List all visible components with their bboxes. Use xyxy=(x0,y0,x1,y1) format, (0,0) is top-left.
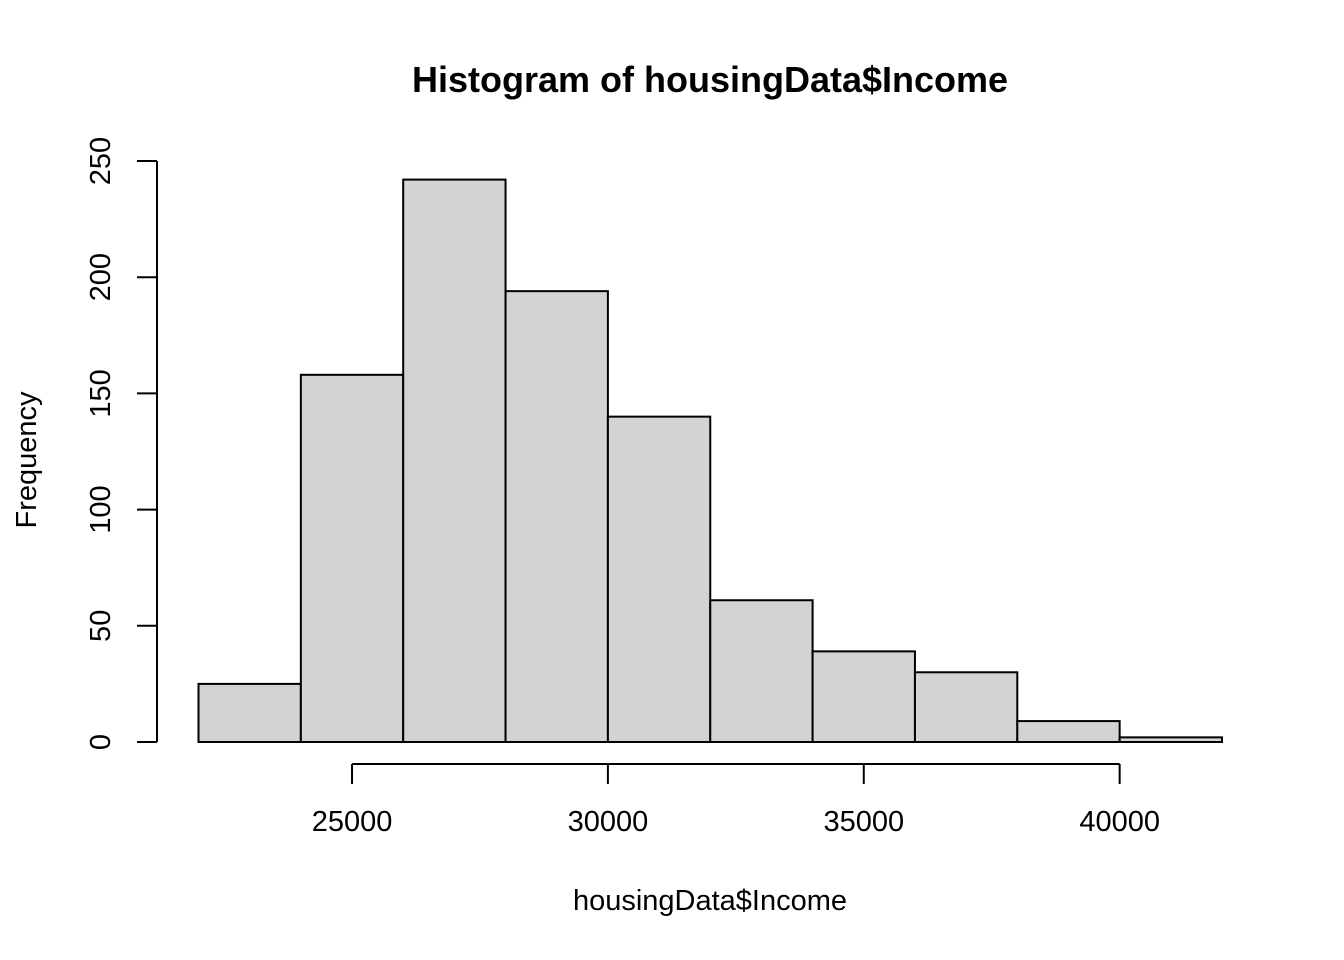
y-tick-label: 0 xyxy=(85,734,117,750)
y-tick-label: 250 xyxy=(85,137,117,185)
histogram-bar-4 xyxy=(606,415,712,743)
y-tick-label: 50 xyxy=(85,610,117,642)
histogram-bar-8 xyxy=(1016,720,1121,743)
histogram-bar-6 xyxy=(811,650,916,744)
chart-title: Histogram of housingData$Income xyxy=(412,59,1008,100)
y-tick-label: 150 xyxy=(85,369,117,417)
histogram-bar-7 xyxy=(913,671,1019,744)
histogram-bar-1 xyxy=(299,373,405,743)
x-tick-label: 35000 xyxy=(823,806,904,838)
y-axis-label: Frequency xyxy=(11,391,43,529)
histogram-bars xyxy=(197,178,1224,744)
y-tick-label: 100 xyxy=(85,485,117,533)
y-axis: 0 50 100 150 200 250 xyxy=(85,137,158,750)
histogram-bar-0 xyxy=(197,682,302,744)
histogram-bar-9 xyxy=(1118,736,1224,743)
histogram-bar-2 xyxy=(402,178,507,744)
x-tick-label: 25000 xyxy=(312,806,393,838)
x-tick-label: 40000 xyxy=(1079,806,1160,838)
histogram-bar-5 xyxy=(709,599,814,744)
y-tick-label: 200 xyxy=(85,253,117,301)
histogram-bar-3 xyxy=(504,290,609,743)
x-axis: 25000 30000 35000 40000 xyxy=(312,763,1160,838)
x-tick-label: 30000 xyxy=(568,806,649,838)
x-axis-label: housingData$Income xyxy=(573,885,847,917)
